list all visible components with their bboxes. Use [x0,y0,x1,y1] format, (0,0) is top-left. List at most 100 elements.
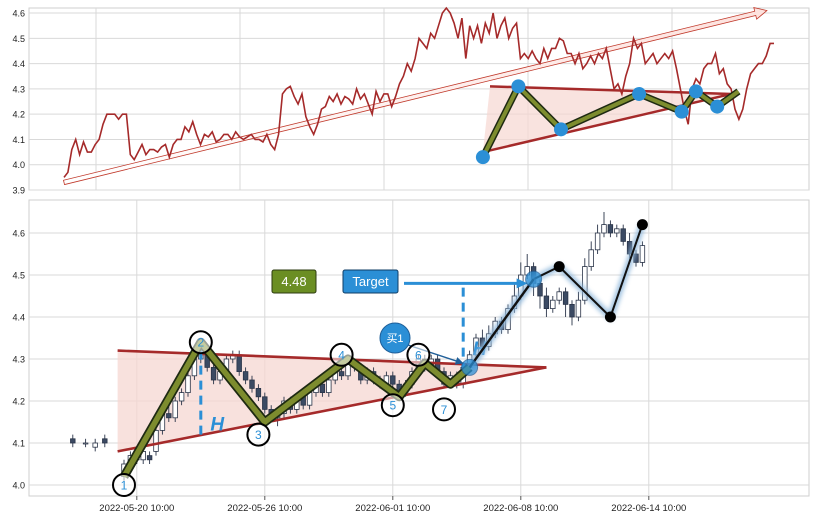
bottom-y-tick-label: 4.1 [12,439,25,449]
bottom-x-tick-label: 2022-05-26 10:00 [227,503,302,514]
pivot-number: 4 [338,348,345,362]
candle [249,379,255,389]
value-box-bg [271,269,317,294]
candle [102,438,108,444]
top-y-tick-label: 3.9 [12,186,25,196]
top-grid [29,8,809,191]
candle [639,245,646,263]
candle [562,291,569,305]
swing-point [553,261,565,273]
candle [185,375,191,393]
trend-arrow [62,7,768,186]
pivot-number: 3 [255,428,262,442]
candle [338,371,345,377]
pivot-number: 7 [441,403,448,417]
bottom-panel: 4.04.14.24.34.44.54.6 2022-05-20 10:00 20… [12,199,810,514]
pivot-number: 5 [389,399,396,413]
bottom-y-tick-label: 4.0 [12,481,25,491]
buy-label: 买1 [386,332,403,345]
bottom-x-axis: 2022-05-20 10:00 2022-05-26 10:00 2022-06-… [99,496,686,514]
candle [326,379,332,394]
candle [70,438,76,444]
buy-arrow-head [454,357,464,365]
h-label: H [210,414,225,435]
candle [178,392,185,402]
top-pivot-marker [688,84,703,99]
bottom-y-tick-label: 4.2 [12,397,25,407]
top-y-tick-label: 4.6 [12,9,25,19]
breakout-line [468,278,535,369]
value-label: 4.48 [281,274,306,289]
candle [601,224,607,234]
bottom-zigzag [121,339,472,478]
breakout-marker [461,358,479,376]
candle [236,354,242,372]
pivot-circle [188,330,213,355]
pivot-number: 2 [197,336,204,350]
candle [543,295,550,310]
top-y-tick-label: 4.2 [12,110,25,120]
top-overlay [62,6,774,186]
candle [166,413,172,419]
top-pivot-marker [511,79,526,94]
bottom-x-tick-label: 2022-05-20 10:00 [99,503,174,514]
top-y-tick-label: 4.4 [12,59,25,69]
bottom-x-tick-label: 2022-06-14 10:00 [611,503,686,514]
candle [390,375,396,385]
bottom-triangle-lower [117,366,547,453]
target-box-bg [342,269,399,294]
candle [242,371,249,381]
top-pivot-marker [674,104,689,119]
buy-marker [379,322,411,354]
pivot-number: 6 [415,348,422,362]
candle [262,396,268,410]
top-y-tick-label: 4.5 [12,34,25,44]
candle [588,249,594,268]
candle [569,303,575,318]
bottom-y-tick-label: 4.4 [12,313,25,323]
pivot-circle [432,397,456,422]
candle [153,429,159,452]
bottom-y-tick-label: 4.3 [12,355,25,365]
candle [556,291,562,301]
top-pivot-marker [475,150,490,165]
candle [210,366,217,381]
target-arrow-head [516,278,528,289]
top-pivot-marker [632,86,647,101]
pivot-circle [329,342,354,367]
top-y-tick-label: 4.3 [12,84,25,94]
top-pivot-marker [554,122,568,137]
candle [614,228,620,234]
swing-point [636,219,648,231]
target-label: Target [352,274,389,289]
top-y-axis: 3.9 4.0 4.1 4.2 4.3 4.4 4.5 4.6 [12,9,25,196]
candle [550,299,556,310]
candle [594,232,601,251]
candle [620,228,626,242]
swing-point [604,311,616,323]
candle [146,455,153,461]
top-y-tick-label: 4.0 [12,160,25,170]
candle [255,387,262,398]
extension-line [533,224,644,319]
pivot-number: 1 [121,479,128,493]
breakout-marker [525,270,543,288]
bottom-y-tick-label: 4.5 [12,271,25,281]
pivot-circle [406,342,431,367]
candle [582,266,588,301]
top-y-tick-label: 4.1 [12,135,25,145]
top-pivot-marker [710,99,725,114]
pivot-circle [112,473,136,497]
candle [82,442,89,445]
bottom-y-axis: 4.0 4.1 4.2 4.3 4.4 4.5 4.6 [12,229,25,491]
top-panel: 3.9 4.0 4.1 4.2 4.3 4.4 4.5 4.6 [12,6,810,196]
candle [92,442,98,448]
bottom-y-tick-label: 4.6 [12,229,25,239]
pivot-circle [246,422,271,447]
candle [607,224,614,234]
target-box: Target [342,269,399,294]
bottom-x-tick-label: 2022-06-01 10:00 [355,503,430,514]
candle [575,299,582,318]
